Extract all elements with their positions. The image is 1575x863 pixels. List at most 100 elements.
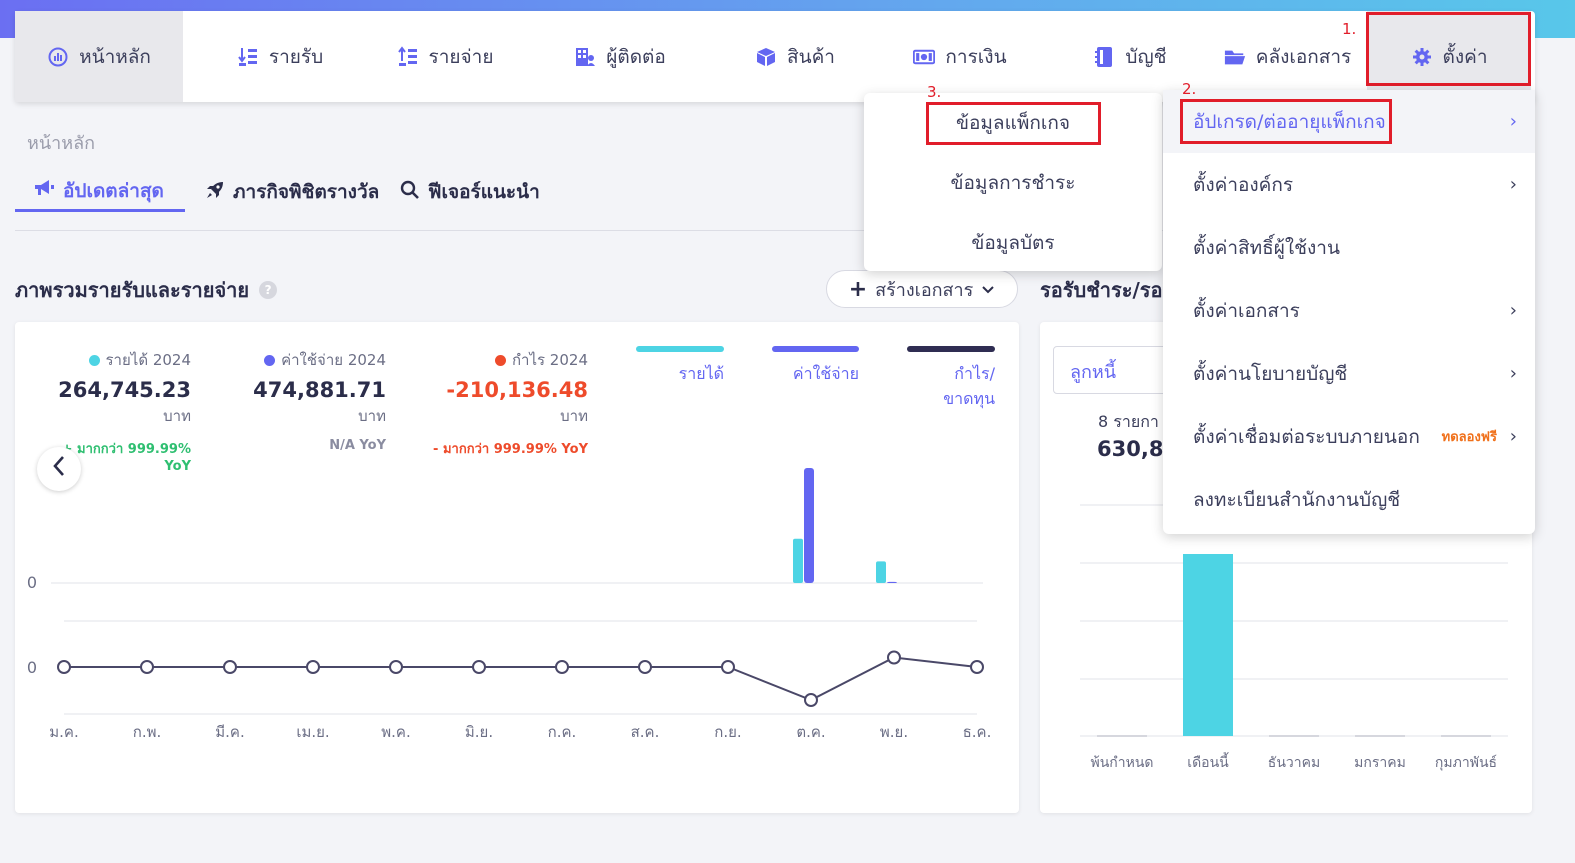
chevron-left-icon (52, 454, 66, 484)
overview-title: ภาพรวมรายรับและรายจ่าย ? (15, 274, 278, 306)
profit-point (57, 660, 71, 674)
chart-prev-button[interactable] (37, 447, 81, 491)
receivable-title: รอรับชำระ/รอ (1040, 278, 1163, 302)
folder-icon (1224, 47, 1246, 67)
dashboard-icon (47, 47, 69, 67)
income-bar (793, 538, 803, 583)
search-icon (400, 180, 420, 205)
menu-item-integrations[interactable]: ตั้งค่าเชื่อมต่อระบบภายนอก ทดลองฟรี › (1163, 405, 1535, 468)
legend-income[interactable]: รายได้ (636, 346, 724, 387)
legend-profit[interactable]: กำไร/ขาดทุน (907, 346, 995, 412)
stat-income-value: 264,745.23 (58, 378, 191, 402)
nav-accounting[interactable]: บัญชี (1055, 11, 1205, 102)
receivable-count: 8 รายกา (1098, 412, 1159, 431)
nav-products[interactable]: สินค้า (720, 11, 870, 102)
menu-item-upgrade-label: อัปเกรด/ต่ออายุแพ็กเกจ (1193, 110, 1386, 133)
help-icon[interactable]: ? (259, 281, 278, 299)
nav-home[interactable]: หน้าหลัก (15, 11, 183, 102)
megaphone-icon (33, 179, 55, 202)
profit-point (140, 660, 154, 674)
stat-expense: ค่าใช้จ่าย 2024 474,881.71 บาท N/A YoY (221, 348, 386, 453)
nav-contacts[interactable]: ผู้ติดต่อ (535, 11, 705, 102)
menu-item-register-label: ลงทะเบียนสำนักงานบัญชี (1193, 488, 1401, 511)
nav-accounting-label: บัญชี (1125, 45, 1167, 68)
expense-icon (397, 45, 419, 68)
income-icon (237, 46, 259, 68)
highlight-box-upgrade (1180, 99, 1392, 144)
highlight-box-settings (1366, 12, 1531, 86)
nav-finance[interactable]: การเงิน (875, 11, 1045, 102)
nav-documents[interactable]: คลังเอกสาร (1205, 11, 1370, 102)
profit-point (887, 650, 901, 665)
content-divider (15, 230, 1535, 231)
rocket-icon (205, 180, 225, 205)
x-tick-label: ม.ค. (49, 723, 78, 741)
nav-settings[interactable]: ตั้งค่า (1367, 11, 1531, 102)
legend-expense-swatch (772, 346, 859, 352)
x-tick-label: ต.ค. (796, 723, 825, 741)
menu-item-card-info[interactable]: ข้อมูลบัตร (864, 213, 1162, 273)
x-tick-label: มี.ค. (215, 723, 244, 741)
profit-point (306, 660, 320, 674)
nav-contacts-label: ผู้ติดต่อ (606, 45, 666, 68)
receivable-tick-label: ธันวาคม (1268, 755, 1320, 771)
menu-item-accounting-policy[interactable]: ตั้งค่านโยบายบัญชี › (1163, 342, 1535, 405)
x-tick-label: เม.ย. (296, 723, 329, 741)
breadcrumb: หน้าหลัก (27, 133, 96, 154)
create-document-button[interactable]: + สร้างเอกสาร (826, 270, 1018, 308)
menu-item-accounting-policy-label: ตั้งค่านโยบายบัญชี (1193, 362, 1348, 385)
menu-item-register-accounting-office[interactable]: ลงทะเบียนสำนักงานบัญชี (1163, 468, 1535, 531)
tab-featured[interactable]: ฟีเจอร์แนะนำ (400, 172, 540, 212)
menu-item-user-permissions[interactable]: ตั้งค่าสิทธิ์ผู้ใช้งาน (1163, 216, 1535, 279)
profit-point (638, 660, 652, 674)
overview-title-text: ภาพรวมรายรับและรายจ่าย (15, 278, 250, 302)
receivable-bar (1183, 554, 1233, 736)
legend-expense[interactable]: ค่าใช้จ่าย (772, 346, 859, 387)
menu-item-organization-label: ตั้งค่าองค์กร (1193, 173, 1294, 196)
nav-finance-label: การเงิน (945, 45, 1007, 68)
expense-bar (887, 581, 897, 583)
nav-income[interactable]: รายรับ (205, 11, 355, 102)
overview-chart: 0 0 ม.ค. ก.พ. มี.ค. เม.ย. พ.ค. มิ.ย. ก.ค. ส.ค. ก.ย… (27, 468, 992, 741)
tab-missions[interactable]: ภารกิจพิชิตรางวัล (205, 172, 379, 212)
menu-item-payment-info[interactable]: ข้อมูลการชำระ (864, 153, 1162, 213)
profit-dot (494, 354, 506, 366)
step-1-label: 1. (1342, 20, 1357, 38)
menu-item-organization[interactable]: ตั้งค่าองค์กร › (1163, 153, 1535, 216)
income-bar (876, 561, 886, 583)
settings-dropdown: อัปเกรด/ต่ออายุแพ็กเกจ › ตั้งค่าองค์กร ›… (1163, 90, 1535, 534)
stat-expense-value: 474,881.71 (253, 378, 386, 402)
stat-income-label: รายได้ 2024 (105, 351, 192, 369)
profit-point (804, 693, 818, 707)
menu-item-documents[interactable]: ตั้งค่าเอกสาร › (1163, 279, 1535, 342)
income-dot (88, 354, 100, 366)
legend-profit-label: กำไร/ขาดทุน (943, 364, 995, 408)
x-tick-label: ธ.ค. (963, 723, 992, 741)
profit-point (389, 660, 403, 674)
profit-point (721, 660, 735, 674)
menu-item-package-info-label: ข้อมูลแพ็กเกจ (956, 112, 1070, 134)
chevron-right-icon: › (1509, 426, 1517, 447)
stat-profit-yoy: - มากกว่า 999.99% YoY (433, 442, 588, 457)
nav-expense[interactable]: รายจ่าย (370, 11, 520, 102)
legend-profit-swatch (907, 346, 995, 352)
tab-latest-updates[interactable]: อัปเดตล่าสุด (15, 172, 185, 212)
step-3-label: 3. (927, 83, 942, 101)
menu-item-package-info[interactable]: ข้อมูลแพ็กเกจ (864, 93, 1162, 153)
legend-expense-label: ค่าใช้จ่าย (792, 364, 859, 383)
expense-bar (804, 468, 814, 583)
x-tick-label: พ.ค. (381, 723, 410, 741)
menu-item-user-permissions-label: ตั้งค่าสิทธิ์ผู้ใช้งาน (1193, 236, 1340, 259)
menu-item-card-info-label: ข้อมูลบัตร (971, 232, 1055, 254)
plus-icon: + (848, 276, 868, 302)
profit-point (970, 660, 984, 674)
chevron-right-icon: › (1509, 300, 1517, 321)
bar-axis-label: 0 (27, 573, 37, 592)
stat-profit-value: -210,136.48 (446, 378, 588, 402)
nav-expense-label: รายจ่าย (428, 45, 494, 68)
x-tick-label: มิ.ย. (465, 723, 493, 741)
tab-featured-label: ฟีเจอร์แนะนำ (428, 181, 540, 203)
contacts-icon (574, 46, 596, 68)
nav-documents-label: คลังเอกสาร (1255, 45, 1352, 68)
nav-settings-label: ตั้งค่า (1442, 45, 1488, 68)
